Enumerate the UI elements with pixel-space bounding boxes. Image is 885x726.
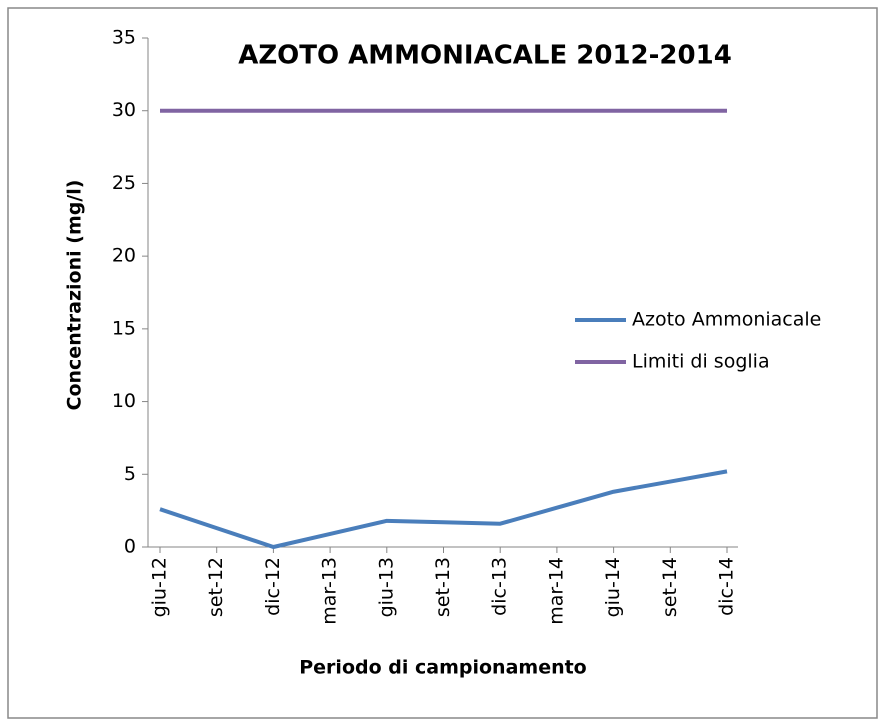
x-tick-label: dic-14 xyxy=(716,557,738,616)
y-tick-label: 30 xyxy=(112,99,136,121)
data-line xyxy=(159,469,728,549)
x-tick-label: set-12 xyxy=(205,557,227,617)
x-tick-label: giu-13 xyxy=(375,557,397,617)
chart-title: AZOTO AMMONIACALE 2012-2014 xyxy=(238,41,732,71)
x-tick-label: dic-12 xyxy=(262,557,284,616)
x-tick-label: mar-14 xyxy=(545,557,567,625)
x-tick-label: giu-12 xyxy=(149,557,171,617)
y-tick-label: 20 xyxy=(112,245,136,267)
chart-frame xyxy=(7,7,878,719)
x-axis-label: Periodo di campionamento xyxy=(299,657,587,679)
x-tick-label: set-14 xyxy=(659,557,681,617)
y-tick-label: 15 xyxy=(112,317,136,339)
x-tick-label: mar-13 xyxy=(319,557,341,625)
x-tick-label: giu-14 xyxy=(602,557,624,617)
y-axis-label: Concentrazioni (mg/l) xyxy=(64,180,86,411)
y-tick-label: 35 xyxy=(112,27,136,49)
x-tick-label: dic-13 xyxy=(489,557,511,616)
y-tick-label: 0 xyxy=(124,536,136,558)
y-tick-label: 10 xyxy=(112,390,136,412)
y-tick-label: 5 xyxy=(124,463,136,485)
legend-label: Azoto Ammoniacale xyxy=(632,309,821,331)
y-tick-label: 25 xyxy=(112,172,136,194)
x-tick-label: set-13 xyxy=(432,557,454,617)
legend-label: Limiti di soglia xyxy=(632,351,770,373)
